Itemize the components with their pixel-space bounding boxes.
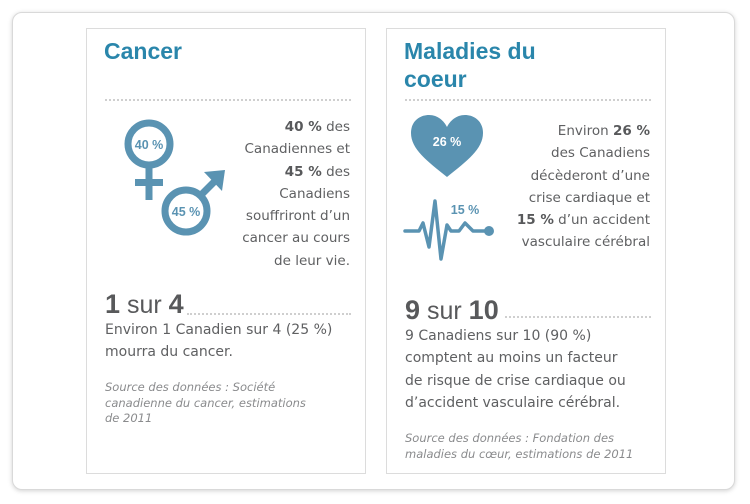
male-symbol-icon: 45 % — [161, 170, 225, 236]
stat-leader-dots — [187, 313, 351, 315]
divider — [105, 99, 351, 101]
stroke-percent: 15 % — [451, 203, 480, 217]
cancer-big-stat: 1 sur 4 — [105, 289, 184, 319]
heart-icon: 26 % — [411, 115, 483, 177]
female-percent: 40 % — [135, 138, 164, 152]
cancer-title: Cancer — [104, 38, 182, 64]
stat-leader-dots — [505, 316, 651, 318]
heart-title: Maladies du coeur — [404, 38, 536, 92]
cancer-body-text: Environ 1 Canadien sur 4 (25 %) mourra d… — [105, 322, 333, 361]
heart-source: Source des données : Fondation des malad… — [405, 431, 634, 461]
divider — [405, 99, 651, 101]
heart-body-text: 9 Canadiens sur 10 (90 %) comptent au mo… — [405, 328, 626, 411]
heartbeat-line-icon: 15 % — [403, 199, 494, 261]
heart-big-stat: 9 sur 10 — [405, 295, 499, 325]
male-stat: 45 % — [284, 163, 322, 180]
cancer-source: Source des données : Société canadienne … — [105, 380, 306, 426]
cancer-card: Cancer 40 % 45 % 40 % des Canadiennes et… — [86, 28, 366, 474]
female-symbol-icon: 40 % — [124, 119, 174, 200]
cancer-blurb: 40 % des Canadiennes et 45 % des Canadie… — [242, 119, 350, 269]
stroke-stat: 15 % — [516, 212, 554, 229]
heart-percent: 26 % — [433, 135, 462, 149]
male-percent: 45 % — [172, 205, 201, 219]
heart-blurb: Environ 26 % des Canadiens décèderont d’… — [516, 123, 650, 251]
female-stat: 40 % — [284, 119, 322, 135]
heart-card: Maladies du coeur 26 % 15 % Environ 26 %… — [386, 28, 666, 474]
heart-stat: 26 % — [612, 123, 650, 139]
